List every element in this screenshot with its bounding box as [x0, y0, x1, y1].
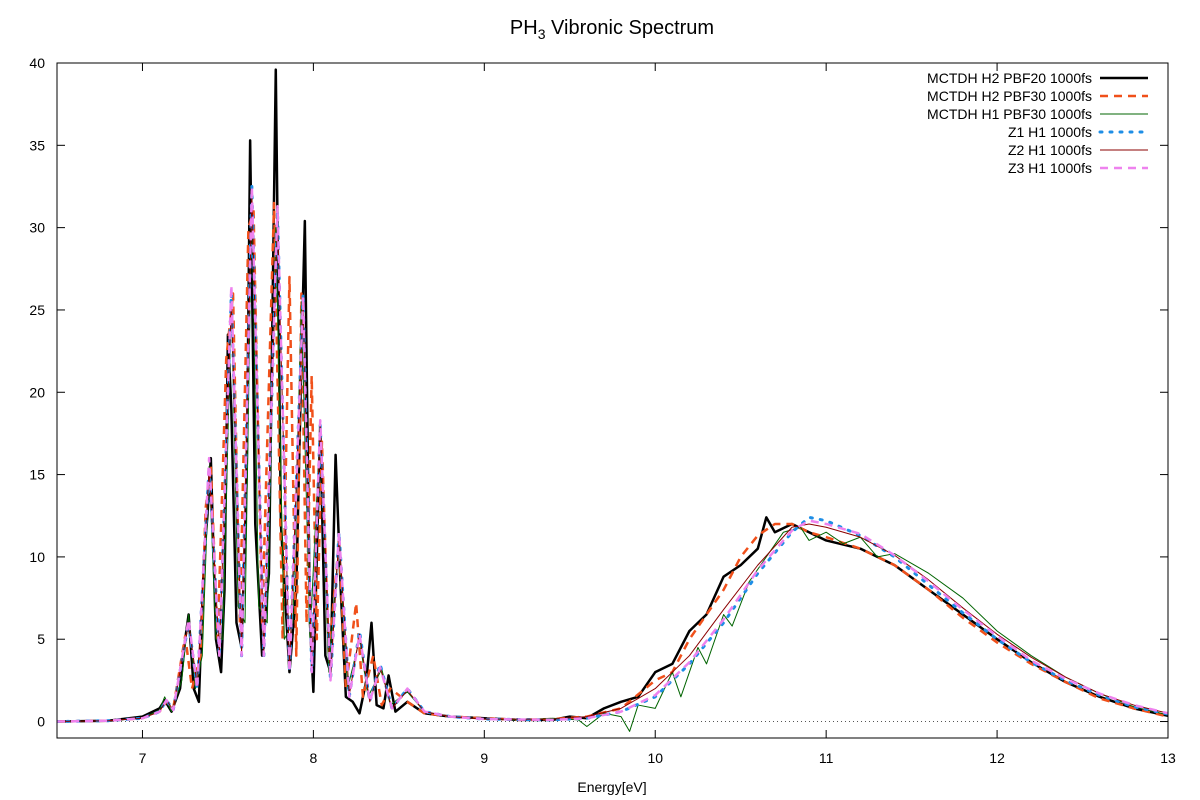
- plot: 0 5 10 15 20 25 30 35 40 7 8 9 10 11 12 13 MCTDH H2 PBF2…: [29, 55, 1176, 766]
- y-tick-label: 40: [29, 55, 45, 71]
- y-tick-label: 5: [37, 631, 45, 647]
- y-tick-label: 25: [29, 302, 45, 318]
- legend-label: Z3 H1 1000fs: [1008, 160, 1092, 176]
- y-tick-label: 20: [29, 384, 45, 400]
- plot-border: [56, 62, 1169, 739]
- x-tick-label: 9: [480, 750, 488, 766]
- y-tick-label: 15: [29, 467, 45, 483]
- x-tick-label: 8: [309, 750, 317, 766]
- x-tick-label: 11: [819, 750, 834, 766]
- legend-label: MCTDH H2 PBF20 1000fs: [927, 70, 1092, 86]
- legend-label: MCTDH H2 PBF30 1000fs: [927, 88, 1092, 104]
- legend-label: Z1 H1 1000fs: [1008, 124, 1092, 140]
- series-line: [57, 185, 1168, 723]
- x-tick-label: 13: [1160, 750, 1176, 766]
- title-main: PH: [510, 17, 538, 39]
- x-axis-label: Energy[eV]: [577, 779, 646, 795]
- x-tick-label: 12: [989, 750, 1005, 766]
- title-rest: Vibronic Spectrum: [546, 17, 715, 39]
- x-tick-label: 7: [139, 750, 147, 766]
- legend-label: Z2 H1 1000fs: [1008, 142, 1092, 158]
- legend-label: MCTDH H1 PBF30 1000fs: [927, 106, 1092, 122]
- y-tick-label: 35: [29, 137, 45, 153]
- x-tick-label: 10: [647, 750, 663, 766]
- title-subscript: 3: [538, 26, 546, 42]
- y-tick-label: 30: [29, 220, 45, 236]
- y-tick-label: 10: [29, 549, 45, 565]
- chart-title: PH3 Vibronic Spectrum: [510, 17, 714, 42]
- y-tick-label: 0: [37, 714, 45, 730]
